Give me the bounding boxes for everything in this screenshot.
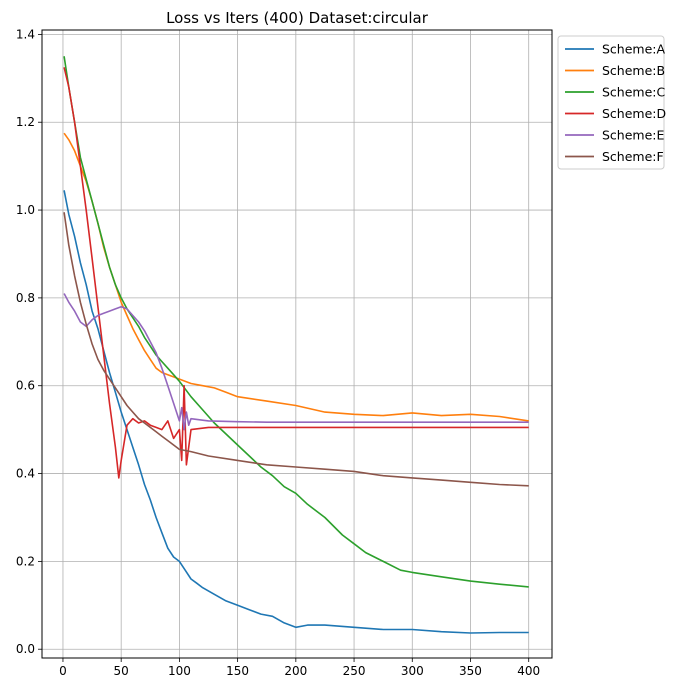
- legend-label: Scheme:C: [602, 85, 665, 100]
- legend-label: Scheme:A: [602, 42, 665, 57]
- x-tick-label: 300: [401, 664, 424, 678]
- x-tick-label: 0: [59, 664, 67, 678]
- axes: 0 50 100 150 200 250 300 350 400 0.0 0.2 0.4 0.6 0.8 1…: [16, 27, 540, 678]
- plot-frame: [41, 29, 553, 659]
- y-tick-label: 0.0: [16, 642, 35, 656]
- legend-label: Scheme:B: [602, 63, 665, 78]
- y-tick-label: 0.6: [16, 379, 35, 393]
- series-lines: [63, 56, 529, 634]
- grid: [42, 30, 552, 658]
- y-tick-label: 1.4: [16, 27, 35, 41]
- x-tick-label: 100: [168, 664, 191, 678]
- legend: Scheme:A Scheme:B Scheme:C Scheme:D Scheme:E…: [557, 35, 666, 170]
- legend-label: Scheme:E: [602, 128, 664, 143]
- x-tick-label: 200: [284, 664, 307, 678]
- y-tick-label: 0.8: [16, 291, 35, 305]
- y-tick-label: 1.2: [16, 115, 35, 129]
- legend-label: Scheme:D: [602, 106, 666, 121]
- chart-title: Loss vs Iters (400) Dataset:circular: [166, 9, 429, 27]
- x-tick-label: 150: [226, 664, 249, 678]
- x-tick-label: 400: [517, 664, 540, 678]
- y-tick-label: 1.0: [16, 203, 35, 217]
- x-tick-label: 250: [343, 664, 366, 678]
- y-tick-label: 0.2: [16, 554, 35, 568]
- x-tick-label: 50: [114, 664, 129, 678]
- series-line-scheme-f: [63, 212, 529, 487]
- legend-label: Scheme:F: [602, 149, 664, 164]
- series-line-scheme-c: [63, 56, 529, 588]
- y-tick-label: 0.4: [16, 467, 35, 481]
- series-line-scheme-e: [63, 293, 529, 431]
- x-tick-label: 350: [459, 664, 482, 678]
